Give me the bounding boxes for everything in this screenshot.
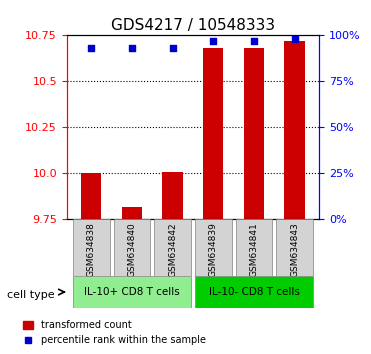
Bar	[122, 207, 142, 219]
Text: IL-10+ CD8 T cells: IL-10+ CD8 T cells	[84, 287, 180, 297]
FancyBboxPatch shape	[236, 219, 272, 276]
Text: IL-10- CD8 T cells: IL-10- CD8 T cells	[209, 287, 299, 297]
Text: GSM634839: GSM634839	[209, 222, 218, 277]
FancyBboxPatch shape	[276, 219, 313, 276]
Point	[170, 45, 175, 51]
Legend: transformed count, percentile rank within the sample: transformed count, percentile rank withi…	[23, 320, 206, 345]
Point	[210, 38, 216, 44]
Point	[292, 36, 298, 42]
FancyBboxPatch shape	[73, 276, 191, 308]
Bar	[244, 48, 264, 219]
FancyBboxPatch shape	[195, 276, 313, 308]
Text: GSM634843: GSM634843	[290, 222, 299, 277]
Bar	[203, 48, 223, 219]
FancyBboxPatch shape	[195, 219, 232, 276]
Point	[129, 45, 135, 51]
Title: GDS4217 / 10548333: GDS4217 / 10548333	[111, 18, 275, 33]
FancyBboxPatch shape	[73, 219, 109, 276]
Text: GSM634841: GSM634841	[249, 222, 259, 277]
Point	[251, 38, 257, 44]
Text: GSM634842: GSM634842	[168, 222, 177, 277]
FancyBboxPatch shape	[154, 219, 191, 276]
Bar	[162, 172, 183, 219]
Text: GSM634840: GSM634840	[127, 222, 137, 277]
Text: GSM634838: GSM634838	[87, 222, 96, 277]
Bar	[285, 41, 305, 219]
Bar	[81, 173, 101, 219]
Point	[88, 45, 94, 51]
FancyBboxPatch shape	[114, 219, 150, 276]
Text: cell type: cell type	[7, 290, 55, 299]
